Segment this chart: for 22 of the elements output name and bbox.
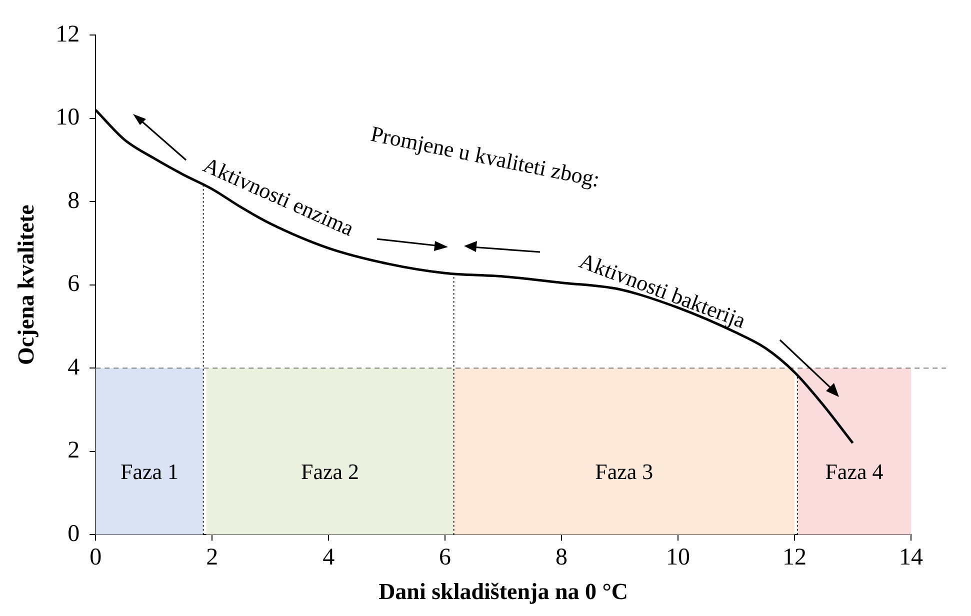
y-axis-title: Ocjena kvalitete [14, 204, 39, 365]
y-tick-label: 10 [56, 104, 80, 131]
band-label: Faza 4 [825, 458, 884, 484]
y-tick-label: 8 [68, 188, 80, 214]
annotation: Promjene u kvaliteti zbog: [368, 120, 602, 192]
x-tick-label: 0 [90, 544, 102, 570]
x-tick-label: 6 [439, 544, 452, 570]
band-label: Faza 2 [301, 458, 360, 484]
x-tick-label: 14 [899, 544, 923, 570]
band-label: Faza 3 [595, 458, 654, 484]
y-tick-label: 12 [56, 21, 80, 48]
x-tick-label: 2 [206, 544, 218, 570]
band-label: Faza 1 [120, 458, 178, 484]
y-tick-label: 0 [68, 520, 80, 547]
x-tick-label: 10 [666, 544, 690, 570]
y-tick-label: 4 [68, 354, 80, 380]
x-tick-label: 8 [556, 544, 568, 570]
y-tick-label: 2 [68, 438, 80, 464]
x-tick-label: 12 [782, 544, 807, 570]
y-tick-label: 6 [68, 271, 80, 298]
x-tick-label: 4 [322, 544, 335, 570]
x-axis-title: Dani skladištenja na 0 °C [378, 579, 628, 604]
